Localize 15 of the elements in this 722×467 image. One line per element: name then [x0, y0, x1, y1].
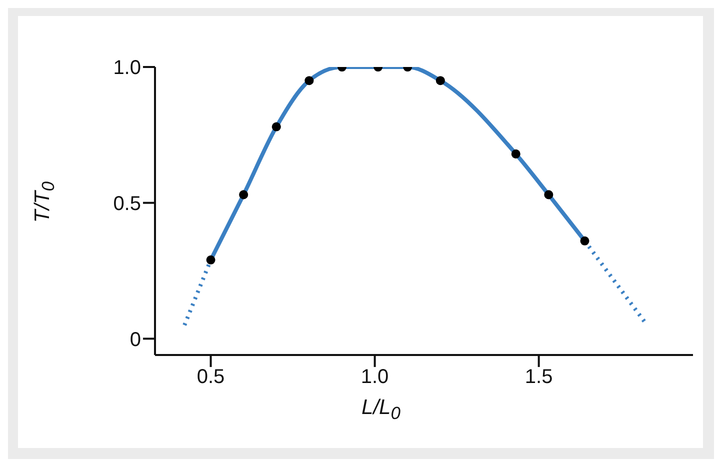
- y-tick-label: 0: [130, 328, 141, 351]
- x-tick-label: 0.5: [196, 366, 225, 388]
- point: [511, 149, 520, 158]
- point: [544, 190, 554, 200]
- point: [272, 122, 281, 132]
- y-tick-label: 0.5: [113, 192, 141, 215]
- point: [436, 76, 445, 86]
- y-tick-label: 1.0: [113, 57, 141, 80]
- x-tick-label: 1.0: [360, 366, 389, 388]
- point: [304, 76, 314, 86]
- x-tick-label: 1.5: [524, 366, 553, 388]
- point: [580, 236, 590, 246]
- point: [206, 255, 216, 264]
- point: [239, 190, 248, 200]
- x-axis-title: L/L$_{0}$: [360, 396, 402, 424]
